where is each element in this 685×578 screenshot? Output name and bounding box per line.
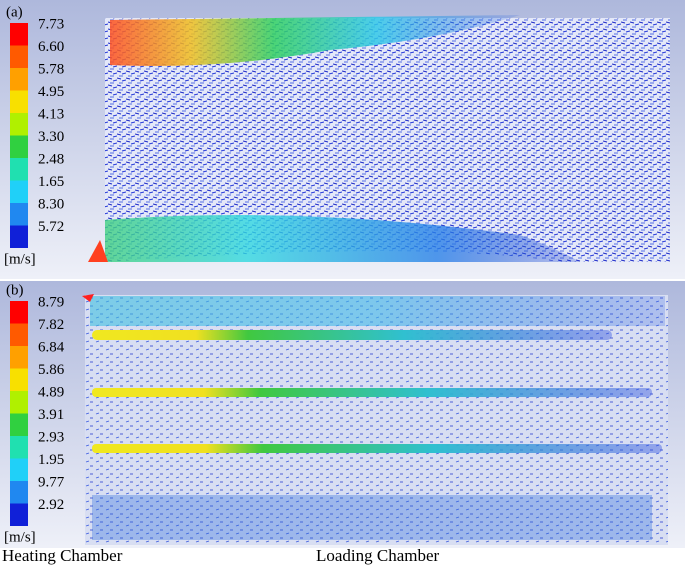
colorbar-cell — [10, 90, 28, 113]
colorbar-cell — [10, 323, 28, 346]
colorbar-cell — [10, 203, 28, 226]
colorbar-label: 1.95 — [38, 452, 64, 468]
colorbar-label: 3.91 — [38, 407, 64, 423]
colorbar-label: 5.72 — [38, 219, 64, 235]
colorbar-label: 8.30 — [38, 196, 64, 212]
jet-band — [92, 330, 612, 340]
panel-label: (b) — [6, 282, 24, 298]
inlet — [82, 294, 94, 302]
colorbar-cell — [10, 346, 28, 369]
flow-field-b — [82, 294, 668, 545]
colorbar-cell — [10, 225, 28, 248]
colorbar-label: 6.60 — [38, 39, 64, 55]
colorbar-cell — [10, 458, 28, 481]
colorbar-cell — [10, 45, 28, 68]
colorbar-label: 2.48 — [38, 151, 64, 167]
colorbar-cell — [10, 436, 28, 459]
colorbar-label: 3.30 — [38, 129, 64, 145]
inlet — [88, 240, 108, 262]
jet-band — [92, 388, 652, 397]
colorbar-label: 1.65 — [38, 174, 64, 190]
lower-flow — [92, 495, 652, 540]
colorbar-label: 2.93 — [38, 429, 64, 445]
flow-field-a — [88, 15, 670, 262]
colorbar-label: 5.78 — [38, 61, 64, 77]
jet-top — [110, 15, 520, 66]
colorbar-label: 8.79 — [38, 294, 64, 310]
colorbar-cell — [10, 413, 28, 436]
colorbar-cell — [10, 23, 28, 46]
vector-field — [105, 18, 670, 262]
colorbar-label: 7.73 — [38, 16, 64, 32]
colorbar-cell — [10, 503, 28, 526]
colorbar-label: 9.77 — [38, 474, 65, 490]
colorbar-label: 4.89 — [38, 384, 64, 400]
panel-label: (a) — [6, 4, 23, 20]
colorbar-label: 6.84 — [38, 339, 65, 355]
colorbar-label: 5.86 — [38, 362, 65, 378]
jet-band — [92, 444, 662, 453]
colorbar-cell — [10, 368, 28, 391]
colorbar-label: 2.92 — [38, 497, 64, 513]
colorbar-cell — [10, 301, 28, 324]
caption-strip — [0, 548, 685, 573]
colorbar-unit: [m/s] — [4, 251, 36, 267]
colorbar-label: 4.13 — [38, 106, 64, 122]
colorbar-label: 4.95 — [38, 84, 64, 100]
colorbar-cell — [10, 391, 28, 414]
colorbar-label: 7.82 — [38, 317, 64, 333]
colorbar-cell — [10, 135, 28, 158]
jet-top — [90, 296, 665, 326]
colorbar-cell — [10, 113, 28, 136]
colorbar-cell — [10, 180, 28, 203]
colorbar-cell — [10, 68, 28, 91]
caption-left: Heating Chamber — [2, 546, 123, 565]
colorbar-cell — [10, 158, 28, 181]
caption-right: Loading Chamber — [316, 546, 440, 565]
colorbar-unit: [m/s] — [4, 529, 36, 545]
jet-bottom — [105, 215, 580, 262]
colorbar-cell — [10, 481, 28, 504]
